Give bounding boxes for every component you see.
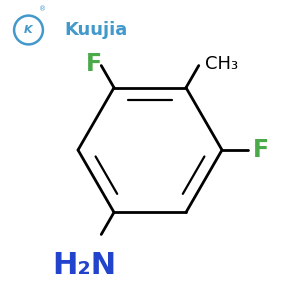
- Text: H₂N: H₂N: [53, 251, 117, 280]
- Text: F: F: [253, 138, 269, 162]
- Text: Kuujia: Kuujia: [64, 21, 127, 39]
- Text: F: F: [86, 52, 102, 76]
- Text: ®: ®: [39, 7, 46, 13]
- Text: CH₃: CH₃: [205, 55, 238, 73]
- Text: K: K: [24, 25, 33, 35]
